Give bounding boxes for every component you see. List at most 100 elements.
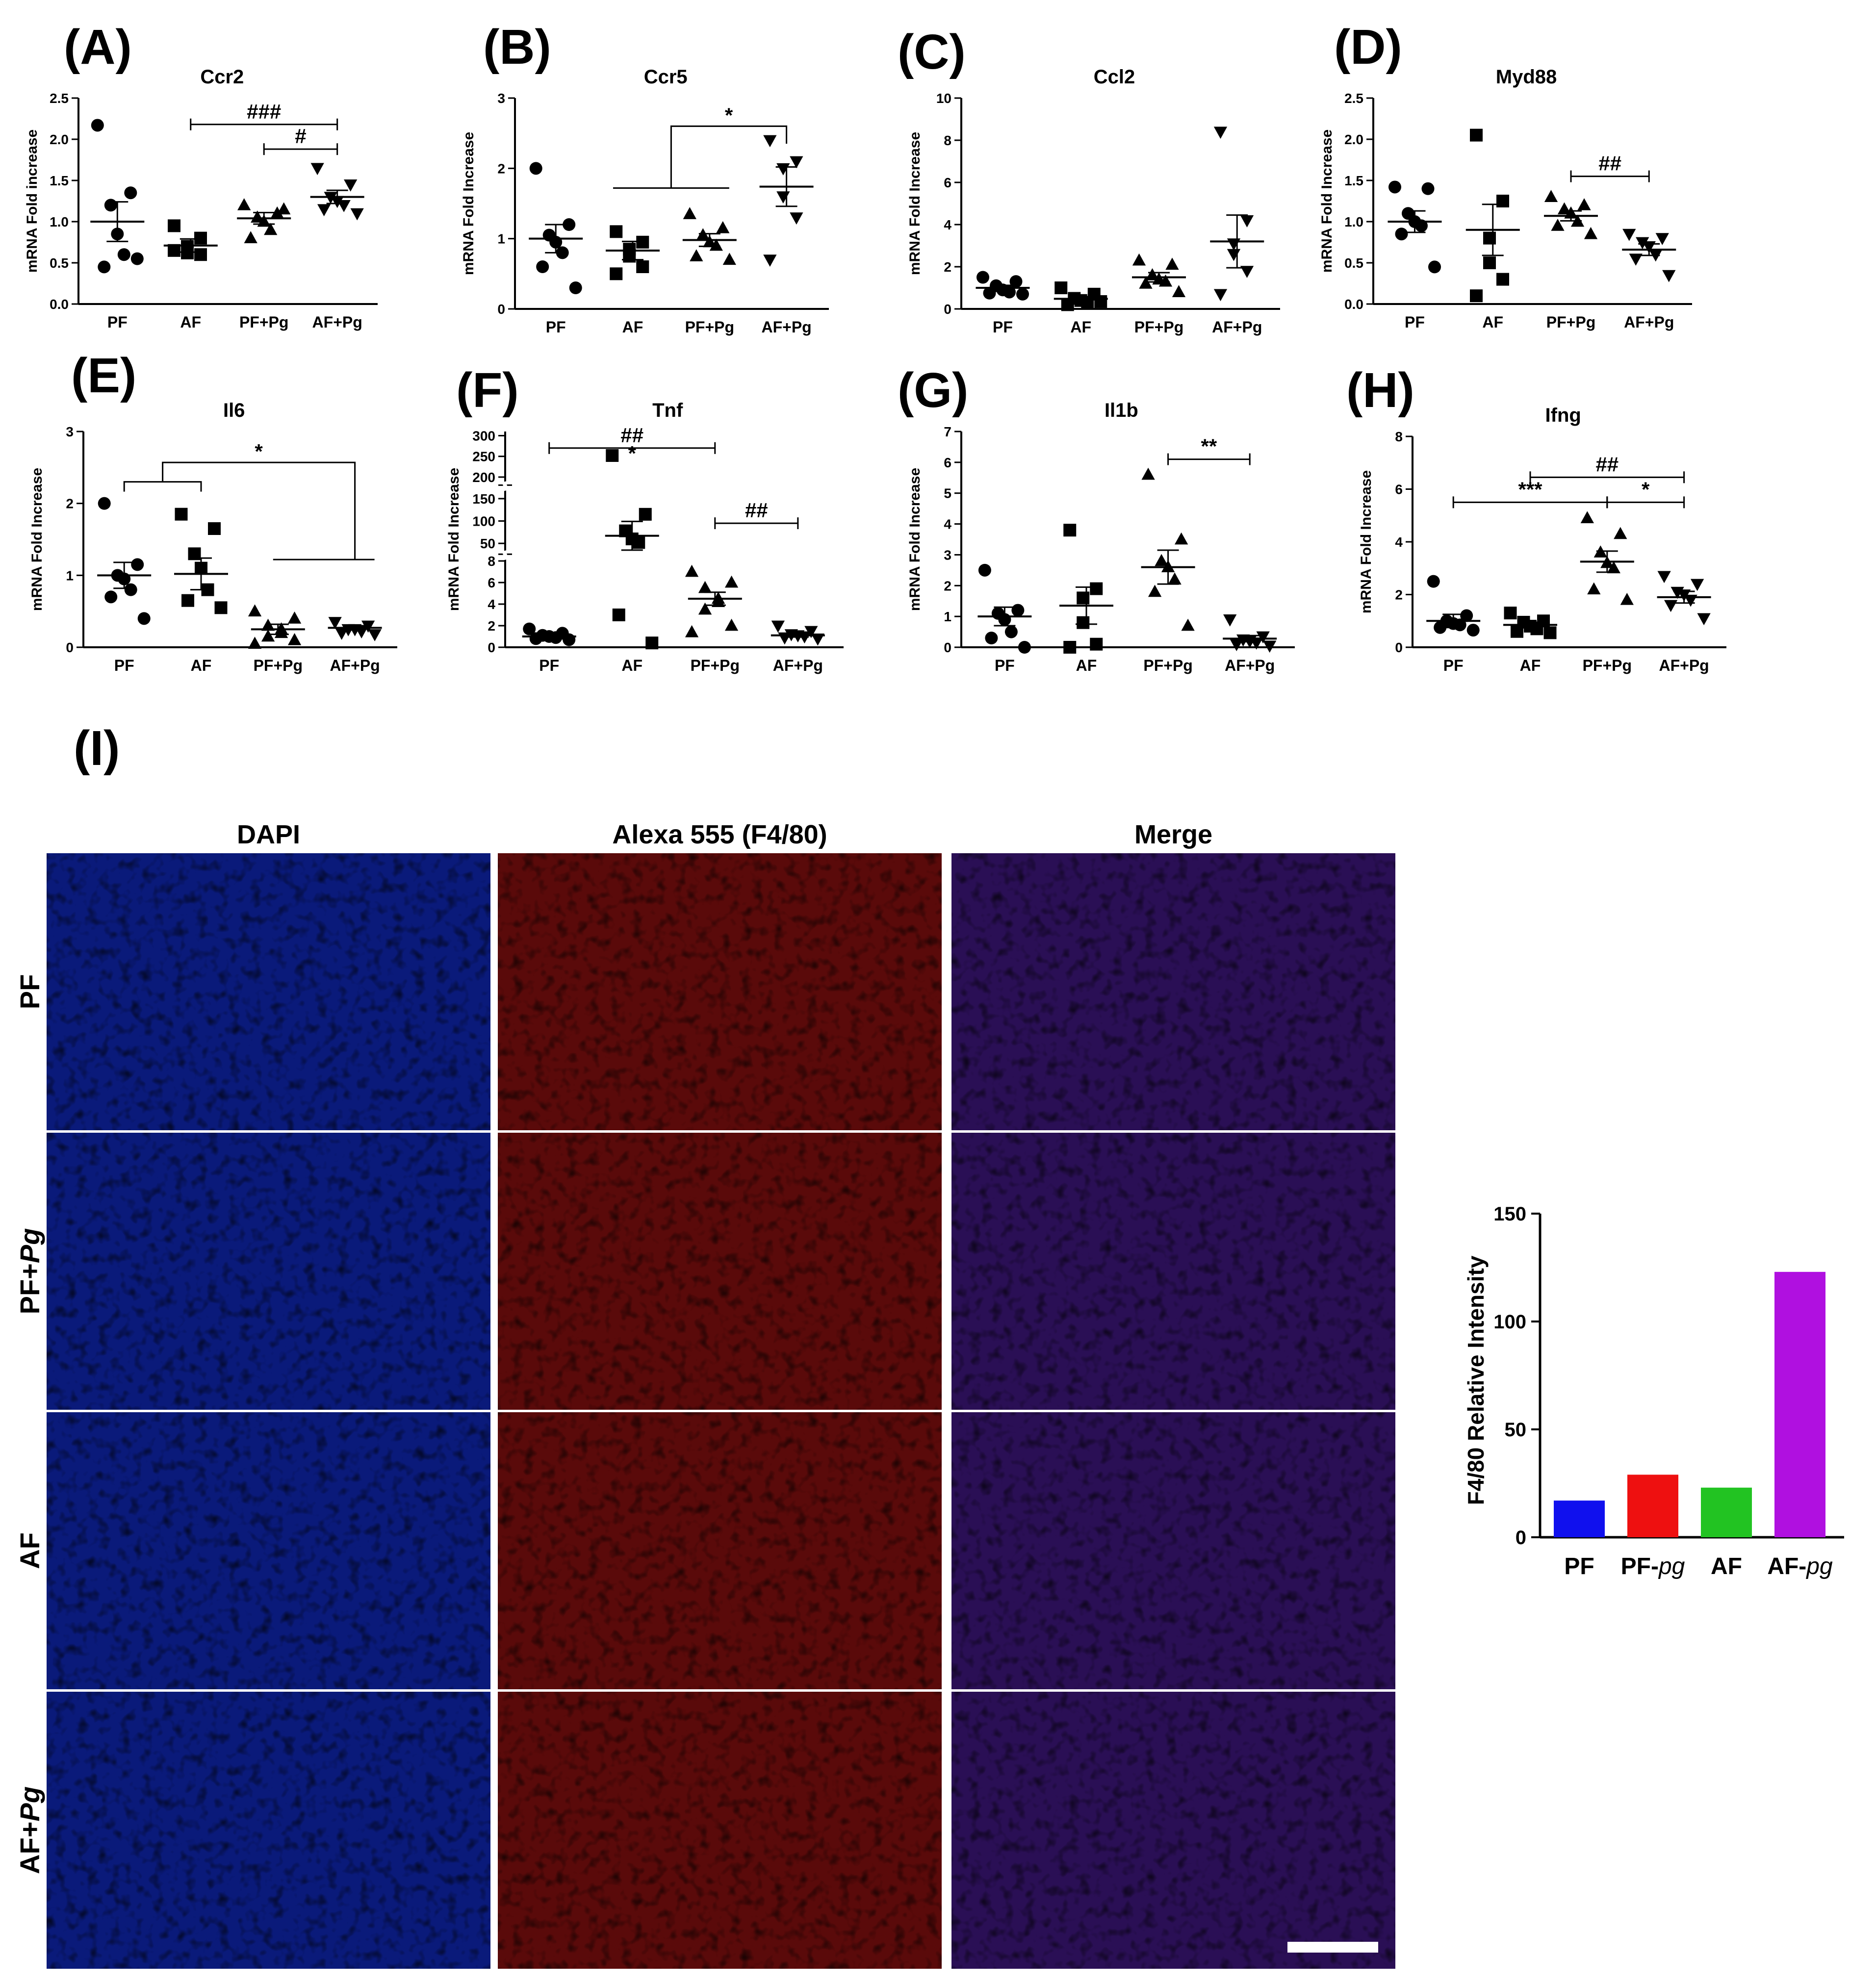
data-point (124, 583, 137, 596)
data-point (698, 581, 712, 593)
data-point (181, 246, 194, 259)
micrograph-texture (47, 853, 490, 1130)
data-point (1172, 285, 1186, 297)
data-point (1470, 289, 1483, 303)
x-tick-label: PF+Pg (1143, 657, 1192, 674)
x-tick-label: PF+Pg (691, 657, 740, 674)
data-point (1227, 238, 1241, 251)
micrograph-column-header: DAPI (237, 820, 300, 849)
x-tick-label: PF (995, 657, 1015, 674)
bar-chart-f480: 0 50 100 150 F4/80 Relative Intensity PF PF-pg… (1463, 1203, 1844, 1579)
data-point (529, 162, 542, 175)
micrograph-texture (498, 1412, 942, 1689)
y-axis-label: mRNA Fold Increase (1358, 470, 1374, 613)
y-tick-label: 100 (1493, 1311, 1526, 1333)
data-point (98, 260, 111, 274)
data-point (724, 575, 739, 588)
data-point (623, 250, 636, 263)
x-tick-label: PF (114, 657, 134, 674)
x-tick-label: AF+Pg (1624, 313, 1674, 331)
y-tick-label: 0 (497, 302, 505, 317)
data-point (261, 629, 275, 642)
data-point (1607, 561, 1620, 574)
scatter-panel-ccr5: (B) Ccr5 0 1 2 3 mRNA Fold Increase PF AF PF+Pg AF… (461, 20, 829, 336)
panel-title: Il6 (223, 400, 245, 421)
data-point (1165, 257, 1179, 270)
data-point (1223, 614, 1237, 627)
data-point (91, 119, 104, 132)
y-tick-label: 1.0 (1344, 214, 1363, 229)
y-axis-label: mRNA Fold Increase (1319, 129, 1335, 273)
y-tick-label: 3 (944, 547, 951, 562)
data-point (277, 202, 291, 215)
bar (1627, 1474, 1678, 1537)
y-tick-label: 2.5 (1344, 91, 1363, 106)
micrograph-row-label: AF (14, 1532, 45, 1569)
x-tick-label: AF+Pg (1212, 318, 1262, 336)
y-tick-label: 8 (488, 554, 495, 569)
data-point (1664, 600, 1678, 612)
y-tick-label: 6 (944, 175, 951, 190)
data-point (690, 249, 703, 261)
panel-title: Il1b (1105, 400, 1138, 421)
x-tick-label: AF (622, 318, 643, 336)
data-point (270, 206, 284, 219)
data-point (1090, 637, 1103, 651)
y-tick-label: 50 (480, 536, 495, 551)
x-tick-label: AF+Pg (330, 657, 380, 674)
x-tick-label: AF-pg (1767, 1553, 1833, 1579)
panel-label: (F) (456, 363, 519, 418)
y-tick-label: 50 (1505, 1419, 1527, 1441)
micrograph-texture (498, 1133, 942, 1410)
axis-break-gap (502, 550, 508, 560)
panel-title: Ccl2 (1094, 66, 1135, 88)
significance-label: ## (1598, 152, 1621, 175)
data-point (1460, 609, 1473, 622)
data-point (317, 204, 331, 217)
data-point (1139, 277, 1153, 289)
y-tick-label: 0.5 (50, 255, 69, 271)
micrograph-column-header: Merge (1134, 820, 1212, 849)
x-tick-label: AF (1070, 318, 1091, 336)
data-point (685, 564, 699, 577)
data-point (328, 617, 342, 629)
scale-bar (1287, 1942, 1378, 1953)
y-tick-label: 4 (944, 517, 951, 532)
micrograph-row-label: PF (14, 974, 45, 1010)
micrograph-texture (951, 1133, 1395, 1410)
micrograph-texture (498, 853, 942, 1130)
y-tick-label: 0 (488, 640, 495, 655)
y-tick-label: 2.0 (50, 132, 69, 147)
data-point (1662, 270, 1676, 282)
data-point (1213, 289, 1228, 302)
data-point (181, 594, 194, 607)
data-point (1614, 527, 1627, 539)
significance-bracket (162, 461, 356, 560)
micrograph-grid: (I) DAPI Alexa 555 (F4/80) Merge PF PF+Pg AF A… (14, 721, 1395, 1969)
y-tick-label: 0 (944, 640, 951, 655)
data-point (1470, 128, 1483, 142)
data-point (98, 497, 111, 510)
x-tick-label: PF+Pg (1134, 318, 1183, 336)
data-point (1227, 249, 1241, 261)
x-tick-label: PF+Pg (254, 657, 303, 674)
data-point (131, 558, 144, 571)
data-point (563, 218, 576, 231)
data-point (1584, 227, 1598, 239)
data-point (248, 604, 262, 617)
significance-label: ## (620, 424, 643, 447)
data-point (1622, 229, 1636, 241)
y-tick-label: 300 (472, 428, 495, 443)
data-point (1213, 127, 1228, 139)
data-point (1655, 233, 1669, 245)
panel-label: (H) (1346, 363, 1414, 418)
data-point (137, 612, 151, 625)
data-point (1256, 631, 1270, 644)
scatter-panels: (A) Ccr2 0.0 0.5 1.0 1.5 2.0 2.5 mRNA Fold incre… (24, 20, 1726, 674)
panel-title: Myd88 (1496, 66, 1557, 88)
x-tick-label: PF (546, 318, 566, 336)
data-point (1496, 273, 1509, 286)
data-point (1230, 639, 1243, 652)
data-point (117, 248, 130, 261)
